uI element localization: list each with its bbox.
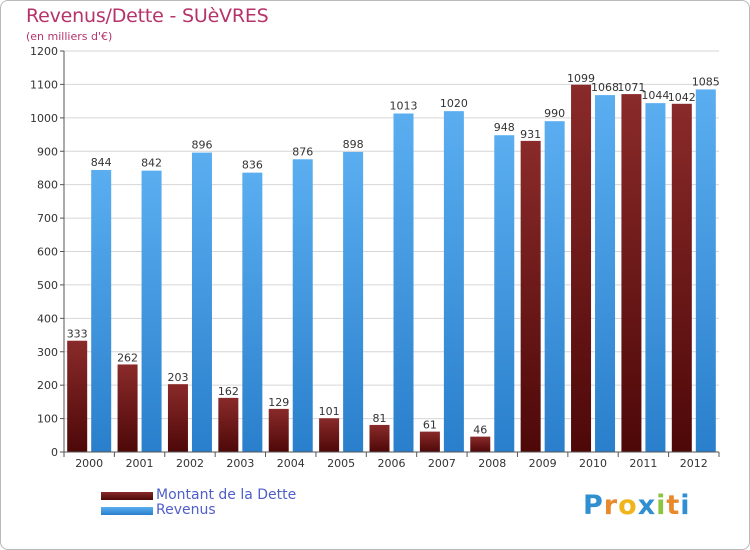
bar-debt [218, 397, 239, 452]
x-tick-label: 2009 [529, 457, 557, 470]
data-label-revenue: 1044 [641, 89, 669, 102]
data-label-debt: 1099 [567, 72, 595, 85]
y-tick-label: 1100 [30, 78, 58, 91]
bar-revenue [292, 159, 313, 452]
data-label-revenue: 948 [494, 121, 515, 134]
y-tick-label: 600 [37, 246, 58, 259]
bar-debt [571, 84, 592, 453]
data-label-revenue: 836 [242, 159, 263, 172]
x-tick-label: 2006 [378, 457, 406, 470]
data-label-revenue: 1085 [692, 75, 720, 88]
bar-revenue [494, 135, 515, 452]
x-tick-label: 2011 [629, 457, 657, 470]
chart-title: Revenus/Dette - SUèVRES [26, 5, 269, 27]
x-tick-label: 2001 [126, 457, 154, 470]
data-label-revenue: 896 [191, 139, 212, 152]
legend-label-revenue: Revenus [156, 502, 216, 518]
x-tick-label: 2007 [428, 457, 456, 470]
legend-swatch-revenue [101, 506, 153, 515]
data-label-debt: 262 [117, 351, 138, 364]
bar-debt [167, 384, 188, 452]
legend: Montant de la Dette Revenus [101, 488, 296, 518]
legend-item-debt: Montant de la Dette [101, 488, 296, 503]
bar-debt [470, 436, 491, 452]
data-label-debt: 129 [268, 396, 289, 409]
bar-revenue [645, 103, 666, 452]
bar-debt [419, 431, 440, 452]
y-tick-label: 1200 [30, 45, 58, 58]
y-tick-label: 800 [37, 179, 58, 192]
bar-revenue [343, 151, 364, 452]
x-tick-label: 2012 [680, 457, 708, 470]
x-tick-label: 2003 [226, 457, 254, 470]
bar-debt [520, 140, 541, 452]
x-tick-label: 2002 [176, 457, 204, 470]
y-tick-label: 1000 [30, 112, 58, 125]
bar-revenue [695, 89, 716, 452]
data-label-debt: 61 [423, 419, 437, 432]
bar-revenue [91, 169, 112, 453]
data-label-debt: 101 [319, 405, 340, 418]
data-label-debt: 46 [473, 424, 487, 437]
x-tick-label: 2000 [75, 457, 103, 470]
data-label-revenue: 844 [91, 156, 112, 169]
legend-item-revenue: Revenus [101, 503, 296, 518]
data-label-debt: 931 [520, 128, 541, 141]
y-tick-label: 0 [51, 446, 58, 459]
bar-revenue [544, 121, 565, 453]
data-label-revenue: 1013 [390, 99, 418, 112]
y-tick-label: 900 [37, 145, 58, 158]
y-tick-label: 700 [37, 212, 58, 225]
x-tick-label: 2004 [277, 457, 305, 470]
logo-letter: x [637, 490, 657, 521]
bar-debt [117, 364, 138, 452]
y-tick-label: 300 [37, 346, 58, 359]
proxiti-logo: Proxiti [583, 490, 691, 521]
bar-debt [67, 340, 88, 452]
y-tick-label: 400 [37, 312, 58, 325]
bar-debt [319, 418, 340, 452]
logo-letter: t [666, 490, 681, 521]
bar-debt [621, 94, 642, 453]
chart-subtitle: (en milliers d'€) [26, 30, 113, 43]
data-label-revenue: 842 [141, 157, 162, 170]
data-label-debt: 1042 [668, 91, 696, 104]
logo-letter: i [680, 490, 691, 521]
x-tick-label: 2005 [327, 457, 355, 470]
logo-letter: r [603, 490, 619, 521]
data-label-revenue: 876 [292, 145, 313, 158]
data-label-debt: 203 [167, 371, 188, 384]
y-tick-label: 100 [37, 413, 58, 426]
data-label-debt: 81 [373, 412, 387, 425]
y-tick-label: 500 [37, 279, 58, 292]
data-label-revenue: 990 [544, 107, 565, 120]
bar-debt [671, 103, 692, 452]
logo-letter: i [656, 490, 667, 521]
bar-revenue [141, 170, 162, 453]
logo-letter: o [618, 490, 638, 521]
x-tick-label: 2010 [579, 457, 607, 470]
bar-revenue [191, 152, 212, 452]
bar-revenue [595, 95, 616, 453]
bar-debt [369, 424, 390, 452]
data-label-revenue: 1020 [440, 97, 468, 110]
legend-label-debt: Montant de la Dette [156, 487, 297, 503]
x-tick-label: 2008 [478, 457, 506, 470]
bar-revenue [393, 113, 414, 452]
logo-letter: P [583, 490, 604, 521]
legend-swatch-debt [101, 491, 153, 500]
y-tick-label: 200 [37, 379, 58, 392]
data-label-debt: 1071 [617, 81, 645, 94]
bar-revenue [242, 172, 263, 453]
data-label-debt: 333 [67, 328, 88, 341]
data-label-revenue: 1068 [591, 81, 619, 94]
bar-debt [268, 408, 289, 452]
data-label-revenue: 898 [343, 138, 364, 151]
bar-revenue [443, 111, 464, 453]
data-label-debt: 162 [218, 385, 239, 398]
